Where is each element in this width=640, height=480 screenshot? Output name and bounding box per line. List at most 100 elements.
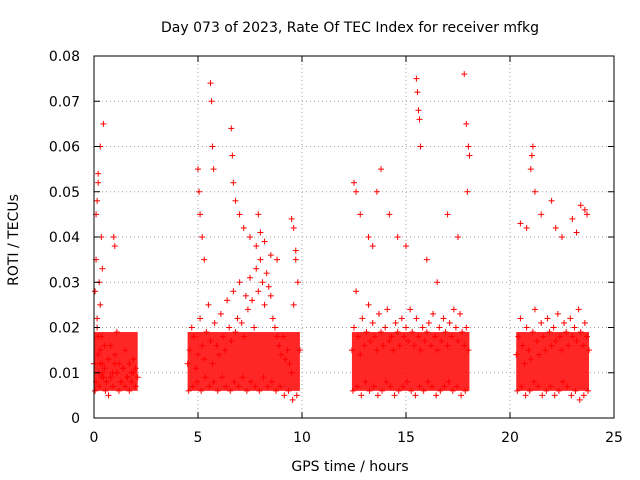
data-point [567, 315, 574, 322]
data-point [539, 392, 546, 399]
data-point [196, 188, 203, 195]
data-point [527, 166, 534, 173]
data-point [105, 392, 112, 399]
data-point [197, 211, 204, 218]
data-point [551, 392, 558, 399]
y-tick-labels: 0 0.01 0.02 0.03 0.04 0.05 0.06 0.07 0.08 [49, 49, 80, 427]
data-point [544, 315, 551, 322]
data-point [293, 392, 300, 399]
data-point [517, 315, 524, 322]
data-point [255, 288, 262, 295]
data-point [230, 179, 237, 186]
dense-cluster [94, 332, 138, 391]
y-tick-label: 0.05 [49, 185, 80, 201]
data-point [294, 279, 301, 286]
data-point [552, 224, 559, 231]
data-point [365, 234, 372, 240]
data-point [224, 297, 231, 304]
data-point [209, 143, 216, 150]
data-point [436, 324, 443, 331]
data-point [251, 324, 258, 331]
x-tick-label: 0 [90, 430, 99, 446]
data-point [229, 152, 236, 159]
y-tick-label: 0.08 [49, 49, 80, 65]
data-point [440, 315, 447, 322]
data-point [249, 297, 256, 304]
y-tick-label: 0.02 [49, 321, 80, 337]
data-point [271, 324, 278, 331]
data-point [234, 315, 241, 322]
data-point [111, 243, 118, 250]
data-point [378, 166, 385, 173]
data-point [452, 324, 459, 331]
data-point [255, 211, 262, 218]
data-point [430, 310, 437, 317]
data-point [188, 324, 195, 331]
data-point [414, 89, 421, 96]
y-tick-label: 0.01 [49, 366, 80, 382]
data-point [289, 396, 296, 403]
data-points [91, 71, 593, 403]
data-point [581, 206, 588, 213]
data-point [522, 392, 529, 399]
data-point [247, 274, 253, 281]
data-point [238, 319, 245, 326]
data-point [244, 306, 251, 313]
data-point [261, 238, 268, 245]
data-point [230, 288, 237, 295]
data-point [523, 224, 530, 231]
data-point [559, 234, 565, 240]
y-tick-label: 0.04 [49, 230, 80, 246]
data-point [458, 392, 465, 399]
data-point [94, 315, 101, 322]
data-point [281, 392, 288, 399]
data-point [571, 324, 578, 331]
data-point [288, 215, 295, 222]
data-point [95, 179, 102, 186]
data-point [457, 310, 464, 317]
data-point [413, 75, 420, 82]
data-point [538, 211, 545, 218]
chart-title: Day 073 of 2023, Rate Of TEC Index for r… [161, 20, 539, 36]
data-point [463, 120, 470, 127]
data-point [226, 324, 233, 331]
dense-cluster [187, 332, 300, 391]
data-point [373, 188, 380, 195]
data-point [351, 179, 357, 186]
data-point [94, 197, 101, 204]
data-point [455, 234, 461, 240]
y-tick-label: 0.06 [49, 140, 80, 156]
dense-cluster [351, 332, 470, 391]
data-point [257, 256, 264, 263]
y-tick-label: 0 [71, 411, 80, 427]
data-point [434, 279, 441, 286]
data-point [374, 392, 381, 399]
data-point [207, 80, 214, 87]
x-tick-labels: 0 5 10 15 20 25 [90, 430, 623, 446]
data-point [573, 229, 580, 236]
data-point [351, 324, 357, 331]
y-axis-label: ROTI / TECUs [6, 194, 22, 286]
data-point [92, 288, 99, 295]
data-point [201, 256, 208, 263]
data-point [199, 234, 206, 240]
data-point [95, 170, 102, 177]
data-point [267, 292, 274, 299]
data-point [261, 301, 268, 308]
data-point [403, 324, 409, 331]
data-point [391, 392, 398, 399]
data-point [369, 319, 376, 326]
data-point [531, 188, 538, 195]
data-point [253, 265, 260, 272]
data-point [236, 211, 243, 218]
data-point [461, 71, 468, 78]
data-point [358, 392, 365, 399]
data-point [568, 392, 575, 399]
data-point [359, 315, 366, 322]
x-tick-label: 10 [293, 430, 311, 446]
data-point [259, 279, 266, 286]
data-point [407, 306, 414, 313]
data-point [257, 229, 264, 236]
y-tick-label: 0.07 [49, 94, 80, 110]
